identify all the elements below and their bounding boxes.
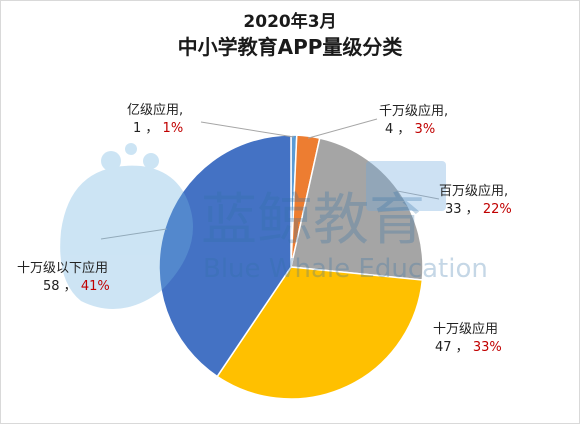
watermark-logo [60,143,446,309]
slice-name: 百万级应用 [439,184,505,199]
pie-slice-4 [158,134,292,378]
slice-count: 33 [445,202,462,217]
leader-line-1 [307,118,378,139]
chart-subtitle: 中小学教育APP量级分类 [177,35,403,59]
watermark-text-en: Blue Whale Education [203,254,488,284]
slice-percent: 41% [80,279,110,294]
slice-percent: 33% [472,340,502,355]
leader-line-4 [100,228,167,240]
leader-line-0 [200,121,294,138]
watermark-text-cn: 蓝鲸教育 [201,188,425,253]
chart-title: 2020年3月 [243,12,337,32]
slice-count: 58 [43,279,60,294]
slice-label-3: 十万级应用 47 ， 33% [433,322,502,355]
slice-name: 亿级应用 [127,103,180,118]
slice-name: 十万级应用 [433,322,499,337]
pie-slices [158,134,424,400]
pie-slice-3 [216,266,424,400]
leader-lines [100,118,440,240]
slice-label-2: 百万级应用, 33 ， 22% [439,184,512,217]
slice-percent: 3% [414,122,436,137]
slice-label-1: 千万级应用, 4 ， 3% [379,104,449,137]
slice-label-0: 亿级应用, 1 ， 1% [127,103,184,136]
slice-count: 1 [133,121,142,136]
slice-name: 十万级以下应用 [17,261,109,276]
whale-logo-icon [60,165,193,309]
slice-percent: 22% [482,202,512,217]
slice-count: 47 [435,340,452,355]
slice-count: 4 [385,122,394,137]
leader-line-2 [396,190,440,200]
slice-label-4: 十万级以下应用 58 ， 41% [17,261,110,294]
slice-name: 千万级应用 [379,104,445,119]
pie-slice-2 [290,137,424,281]
slice-percent: 1% [162,121,184,136]
